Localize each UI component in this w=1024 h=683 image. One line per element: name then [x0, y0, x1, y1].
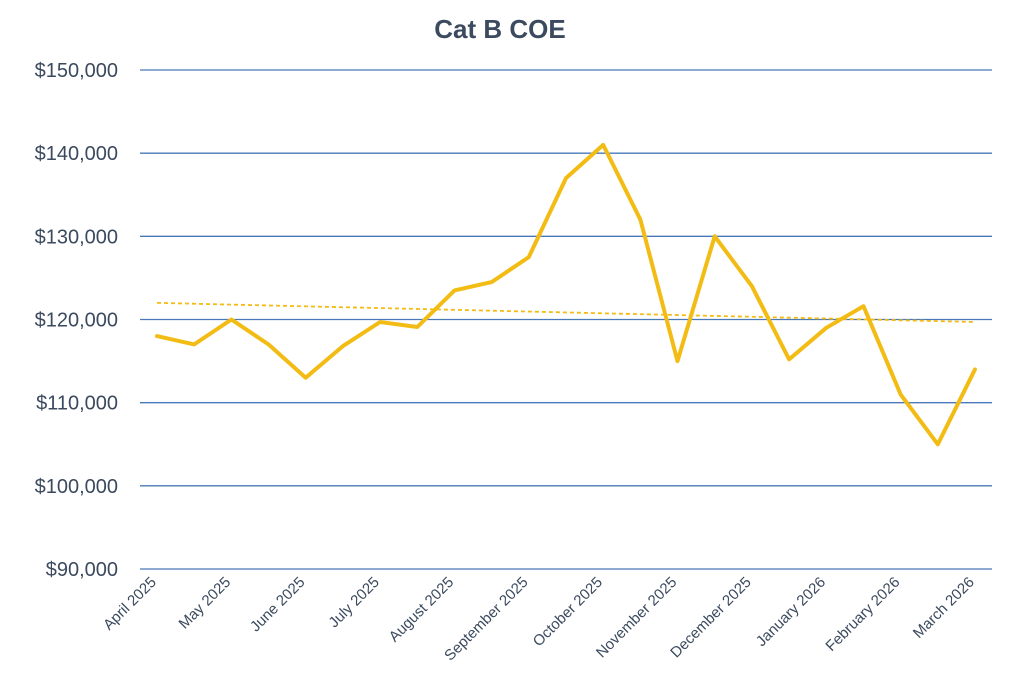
y-tick-label: $140,000 — [35, 143, 118, 165]
y-tick-label: $130,000 — [35, 226, 118, 248]
y-axis-ticks: $90,000 $100,000 $110,000 $120,000 $130,000 $… — [35, 60, 118, 581]
y-tick-label: $100,000 — [35, 476, 118, 498]
y-tick-label: $90,000 — [46, 559, 118, 581]
series-layer — [155, 142, 977, 447]
x-tick-label: August 2025 — [386, 574, 458, 646]
y-tick-label: $110,000 — [36, 393, 118, 415]
y-tick-label: $150,000 — [35, 60, 118, 82]
x-tick-label: June 2025 — [247, 574, 309, 636]
x-axis-ticks: April 2025 May 2025 June 2025 July 2025 Augu… — [100, 574, 978, 664]
x-tick-label: October 2025 — [530, 574, 606, 650]
x-tick-label: February 2026 — [822, 574, 903, 655]
series-line — [155, 142, 977, 447]
x-tick-label: July 2025 — [325, 574, 382, 631]
x-tick-label: December 2025 — [667, 574, 754, 661]
gridlines — [140, 69, 992, 570]
x-tick-label: May 2025 — [176, 574, 235, 633]
chart-title: Cat B COE — [434, 14, 565, 44]
x-tick-label: January 2026 — [753, 574, 829, 650]
x-tick-label: April 2025 — [100, 574, 160, 634]
y-tick-label: $120,000 — [35, 310, 118, 332]
x-tick-label: March 2026 — [910, 574, 978, 642]
